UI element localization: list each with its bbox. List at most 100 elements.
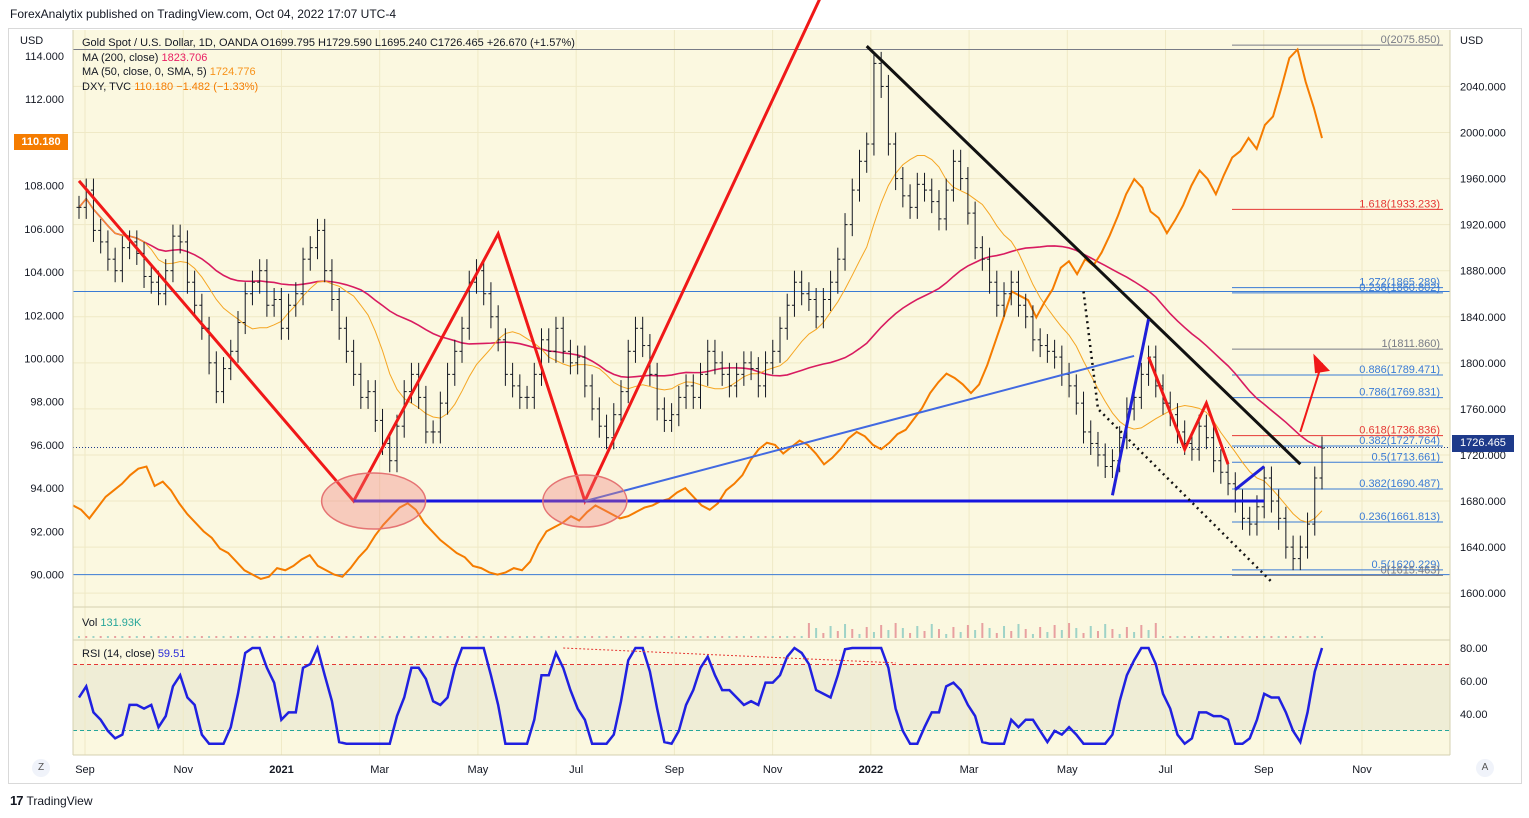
volume-bar bbox=[844, 624, 847, 638]
chart-legend: Gold Spot / U.S. Dollar, 1D, OANDA O1699… bbox=[82, 36, 575, 94]
legend-ma50: MA (50, close, 0, SMA, 5) 1724.776 bbox=[82, 65, 575, 80]
volume-bar bbox=[793, 636, 796, 638]
time-tick-label: 2021 bbox=[269, 764, 293, 776]
auto-scale-z-button[interactable]: Z bbox=[32, 759, 50, 777]
right-price-axis[interactable]: 2040.000 2000.000 1960.000 1920.000 1880.000… bbox=[1460, 81, 1506, 721]
time-tick-label: 2022 bbox=[859, 764, 883, 776]
auto-scale-a-button[interactable]: A bbox=[1476, 759, 1494, 777]
volume-bar bbox=[670, 636, 673, 638]
volume-bar bbox=[1241, 636, 1244, 638]
rsi-tick-label: 80.00 bbox=[1460, 643, 1488, 655]
fib-level-label: 1.618(1933.233) bbox=[1359, 198, 1440, 210]
time-tick-label: May bbox=[468, 764, 489, 776]
volume-bar bbox=[78, 636, 80, 638]
volume-bar bbox=[937, 629, 940, 638]
volume-bar bbox=[1118, 634, 1121, 638]
volume-legend: Vol 131.93K bbox=[82, 617, 141, 629]
volume-bar bbox=[106, 636, 109, 638]
trend-drawings bbox=[77, 0, 1330, 583]
fibonacci-levels: 0(2075.850) 1.618(1933.233) 1.272(1865.289… bbox=[1232, 34, 1443, 576]
volume-bar bbox=[995, 633, 998, 638]
volume-bar bbox=[1255, 636, 1258, 638]
time-axis[interactable]: Sep Nov 2021 Mar May Jul Sep Nov 2022 Mar May Jul Se… bbox=[72, 30, 1451, 776]
volume-bar bbox=[540, 636, 543, 638]
volume-bar bbox=[735, 636, 738, 638]
time-tick-label: Nov bbox=[173, 764, 193, 776]
publisher-caption: ForexAnalytix published on TradingView.c… bbox=[10, 7, 396, 21]
legend-ma200-value: 1823.706 bbox=[161, 51, 208, 64]
volume-bar bbox=[829, 626, 832, 638]
volume-bar bbox=[605, 636, 608, 638]
volume-bar bbox=[1133, 632, 1136, 638]
volume-bar bbox=[352, 636, 355, 638]
volume-bar bbox=[1270, 636, 1273, 638]
tradingview-footer[interactable]: 17 TradingView bbox=[10, 793, 93, 808]
volume-bar bbox=[1104, 624, 1107, 638]
volume-bar bbox=[359, 636, 362, 638]
volume-bar bbox=[1010, 631, 1013, 638]
volume-bar bbox=[410, 636, 413, 638]
volume-bar bbox=[135, 636, 138, 638]
volume-bar bbox=[236, 636, 239, 638]
volume-bar bbox=[338, 636, 341, 638]
right-tick-label: 1960.000 bbox=[1460, 174, 1506, 186]
time-tick-label: Jul bbox=[569, 764, 583, 776]
right-tick-label: 1720.000 bbox=[1460, 450, 1506, 462]
volume-bar bbox=[966, 625, 969, 638]
volume-bar bbox=[128, 636, 131, 638]
volume-bar bbox=[1111, 629, 1114, 638]
volume-bar bbox=[909, 633, 912, 638]
volume-bar bbox=[1248, 636, 1251, 638]
volume-bar bbox=[771, 636, 774, 638]
volume-bar bbox=[1075, 628, 1078, 638]
legend-dxy: DXY, TVC 110.180 −1.482 (−1.33%) bbox=[82, 80, 575, 95]
volume-bar bbox=[1017, 624, 1020, 638]
volume-bar bbox=[374, 636, 377, 638]
red-zigzag-line bbox=[77, 0, 821, 506]
dxy-last-value-badge: 110.180 bbox=[14, 134, 68, 150]
volume-bar bbox=[981, 623, 984, 638]
grid bbox=[73, 30, 1450, 756]
volume-bar bbox=[280, 636, 283, 638]
volume-bar bbox=[157, 636, 160, 638]
left-tick-label: 90.000 bbox=[30, 570, 64, 582]
volume-bar bbox=[764, 636, 767, 638]
volume-bar bbox=[432, 636, 435, 638]
volume-bar bbox=[901, 628, 904, 638]
volume-bar bbox=[692, 636, 695, 638]
volume-label: Vol bbox=[82, 617, 98, 629]
volume-bar bbox=[244, 636, 247, 638]
volume-bar bbox=[1292, 636, 1295, 638]
volume-bar bbox=[121, 636, 124, 638]
fib-level-label: 1(1811.860) bbox=[1381, 338, 1440, 350]
volume-bar bbox=[583, 636, 586, 638]
volume-bar bbox=[316, 636, 319, 638]
volume-bar bbox=[815, 628, 818, 638]
legend-dxy-value: 110.180 −1.482 (−1.33%) bbox=[134, 80, 259, 93]
volume-bar bbox=[287, 636, 290, 638]
rsi-tick-label: 60.00 bbox=[1460, 676, 1488, 688]
legend-main: Gold Spot / U.S. Dollar, 1D, OANDA O1699… bbox=[82, 37, 575, 49]
time-tick-label: Nov bbox=[763, 764, 783, 776]
volume-bar bbox=[959, 632, 962, 638]
volume-bar bbox=[439, 636, 442, 638]
rsi-divergence-line bbox=[563, 647, 896, 664]
volume-bar bbox=[164, 636, 167, 638]
volume-bar bbox=[1096, 631, 1099, 638]
fib-level-label: 1.272(1865.289) bbox=[1359, 277, 1440, 289]
volume-bar bbox=[677, 636, 680, 638]
volume-bar bbox=[641, 636, 644, 638]
highlight-ellipse bbox=[320, 472, 427, 530]
volume-bar bbox=[836, 631, 839, 638]
tradingview-wordmark: TradingView bbox=[26, 793, 93, 808]
volume-bar bbox=[1089, 626, 1092, 638]
volume-bar bbox=[757, 636, 760, 638]
time-tick-label: Sep bbox=[665, 764, 685, 776]
volume-bar bbox=[381, 636, 384, 638]
volume-bar bbox=[150, 636, 153, 638]
left-price-axis[interactable]: 114.000 112.000 108.000 106.000 104.000 102.0… bbox=[24, 51, 64, 582]
right-tick-label: 1680.000 bbox=[1460, 496, 1506, 508]
volume-bar bbox=[403, 636, 406, 638]
last-price-badge: 1726.465 bbox=[1452, 435, 1514, 452]
